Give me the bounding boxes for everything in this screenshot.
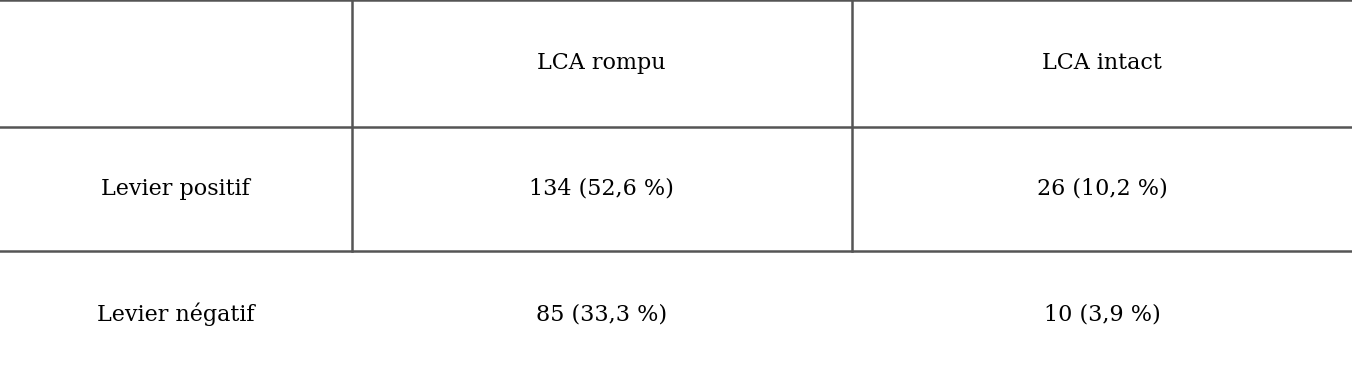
Text: 85 (33,3 %): 85 (33,3 %) (537, 304, 667, 326)
Text: 10 (3,9 %): 10 (3,9 %) (1044, 304, 1160, 326)
Text: Levier positif: Levier positif (101, 178, 250, 200)
Text: LCA intact: LCA intact (1042, 52, 1161, 74)
Text: LCA rompu: LCA rompu (537, 52, 667, 74)
Text: 134 (52,6 %): 134 (52,6 %) (529, 178, 675, 200)
Text: Levier négatif: Levier négatif (97, 303, 254, 327)
Text: 26 (10,2 %): 26 (10,2 %) (1037, 178, 1167, 200)
